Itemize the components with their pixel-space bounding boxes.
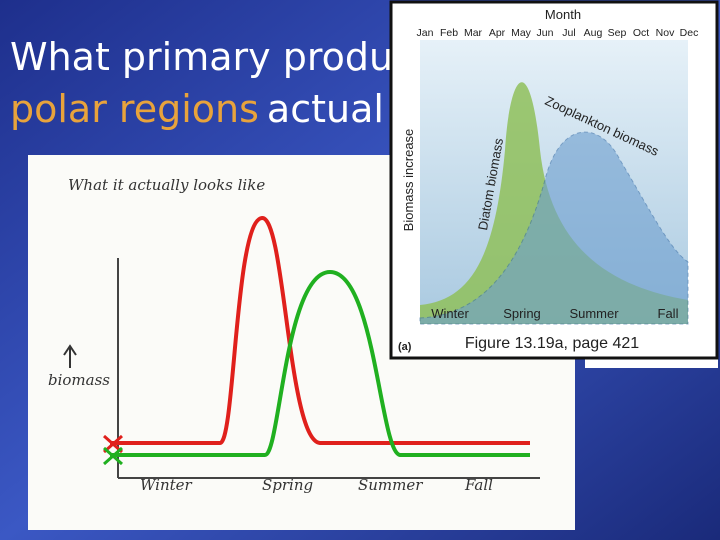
figure-season: Spring — [503, 306, 541, 321]
month-label: Aug — [584, 27, 603, 39]
figure-caption: Figure 13.19a, page 421 — [465, 335, 639, 352]
month-label: Oct — [633, 27, 649, 39]
sketch-season: Summer — [358, 476, 423, 494]
sketch-y-label: biomass — [48, 371, 110, 389]
month-label: Apr — [489, 27, 506, 39]
title-line1: What primary produ — [10, 35, 393, 79]
month-label: Feb — [440, 27, 458, 39]
month-label: Jul — [562, 27, 575, 39]
title-highlight: polar regions — [10, 87, 259, 131]
sketch-season: Winter — [140, 476, 193, 494]
month-label: May — [511, 27, 532, 39]
figure-season: Summer — [569, 306, 619, 321]
title-line2: polar regions actual — [10, 87, 384, 131]
month-label: Jan — [417, 27, 434, 39]
figure-season: Winter — [431, 306, 469, 321]
month-label: Mar — [464, 27, 483, 39]
month-labels: Jan Feb Mar Apr May Jun Jul Aug Sep Oct Nov Dec — [417, 27, 699, 39]
sketch-season: Fall — [464, 476, 493, 494]
month-label: Dec — [680, 27, 699, 39]
figure-x-title: Month — [545, 7, 581, 22]
month-label: Jun — [537, 27, 554, 39]
figure-season: Fall — [658, 306, 679, 321]
sketch-season: Spring — [262, 476, 313, 494]
month-label: Nov — [656, 27, 675, 39]
figure-panel: (a) — [398, 341, 412, 353]
figure-y-label: Biomass increase — [401, 129, 416, 232]
sketch-zoo-curve — [110, 269, 530, 457]
zooplankton-area — [419, 131, 689, 325]
diatom-area — [420, 82, 688, 324]
title-rest: actual — [267, 87, 384, 131]
month-label: Sep — [608, 27, 627, 39]
sketch-diatom-curve — [110, 216, 530, 445]
sketch-x-mark — [103, 446, 123, 466]
sketch-heading: What it actually looks like — [68, 176, 265, 194]
sketch-arrow — [63, 344, 77, 368]
